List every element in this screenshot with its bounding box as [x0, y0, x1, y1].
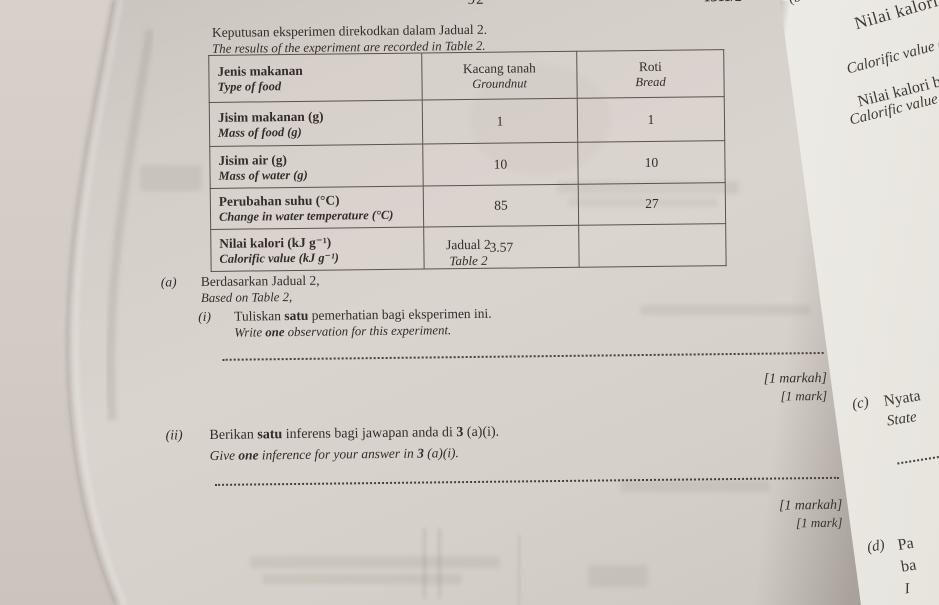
question-i-label: (i) — [198, 308, 212, 325]
question-ii-stem: Berikan satu inferens bagi jawapan anda … — [209, 423, 499, 465]
cell-water-groundnut: 10 — [422, 142, 579, 187]
table-row: Jisim makanan (g) Mass of food (g) 1 1 — [209, 96, 725, 147]
part-c-label: (c) — [851, 394, 870, 413]
bleedthrough-mark — [140, 165, 202, 191]
question-ii-label: (ii) — [165, 428, 183, 444]
next-page-pen-mark: (b — [788, 0, 802, 8]
next-page-fragment-1: Nilai kalori (k — [852, 0, 939, 34]
next-page-part-c: (c) Nyata State — [851, 386, 925, 436]
next-page-fragment-2: Calorific value (k — [845, 34, 939, 78]
cell-temp-groundnut: 85 — [423, 184, 579, 228]
bleedthrough-mark — [588, 565, 648, 587]
part-d-line2: ba — [899, 556, 918, 576]
cell-temp-bread: 27 — [578, 182, 726, 226]
row-label-mass-of-food: Jisim makanan (g) Mass of food (g) — [209, 100, 423, 147]
next-page-part-d: (d) Pa ba I — [866, 533, 922, 605]
question-a-label: (a) — [160, 274, 177, 290]
bleedthrough-mark — [557, 181, 739, 194]
question-ii-english: Give one inference for your answer in 3 … — [209, 445, 459, 463]
cell-mass-bread: 1 — [577, 96, 725, 143]
table-row: Perubahan suhu (°C) Change in water temp… — [210, 182, 726, 230]
header-groundnut: Kacang tanah Groundnut — [421, 51, 578, 101]
page-number: 92 — [468, 0, 485, 9]
cell-water-bread: 10 — [577, 140, 726, 185]
question-i-malay: Tuliskan satu pemerhatian bagi eksperime… — [234, 305, 492, 324]
part-d-label: (d) — [866, 537, 886, 556]
table-header-row: Jenis makanan Type of food Kacang tanah … — [208, 49, 725, 103]
question-a-malay: Berdasarkan Jadual 2, — [200, 272, 320, 290]
bleedthrough-apparatus — [438, 528, 441, 598]
bleedthrough-stamp — [470, 65, 610, 175]
row-label-temperature-change: Perubahan suhu (°C) Change in water temp… — [210, 186, 424, 230]
table-caption: Jadual 2 Table 2 — [210, 234, 726, 272]
question-a-stem: Berdasarkan Jadual 2, Based on Table 2, — [201, 272, 320, 306]
bleedthrough-apparatus — [423, 528, 426, 598]
bleedthrough-mark — [640, 305, 810, 315]
header-bread: Roti Bread — [576, 49, 725, 99]
row-label-mass-of-water: Jisim air (g) Mass of water (g) — [209, 144, 424, 189]
bleedthrough-mark — [568, 198, 718, 207]
bleedthrough-mark — [250, 556, 500, 568]
part-c-english: State — [885, 409, 918, 430]
next-page-answer-line — [897, 453, 939, 465]
question-a-english: Based on Table 2, — [200, 290, 293, 306]
bleedthrough-mark — [620, 480, 770, 492]
bleedthrough-mark — [262, 574, 462, 584]
table-row: Jisim air (g) Mass of water (g) 10 10 — [209, 140, 726, 189]
question-i-english: Write one observation for this experimen… — [234, 323, 452, 340]
part-d-line1: Pa — [896, 534, 915, 554]
part-d-line3: I — [903, 580, 911, 598]
question-i-stem: Tuliskan satu pemerhatian bagi eksperime… — [234, 305, 492, 341]
cell-mass-groundnut: 1 — [422, 98, 578, 145]
bleedthrough-apparatus — [518, 535, 520, 605]
header-type-of-food: Jenis makanan Type of food — [208, 53, 423, 103]
